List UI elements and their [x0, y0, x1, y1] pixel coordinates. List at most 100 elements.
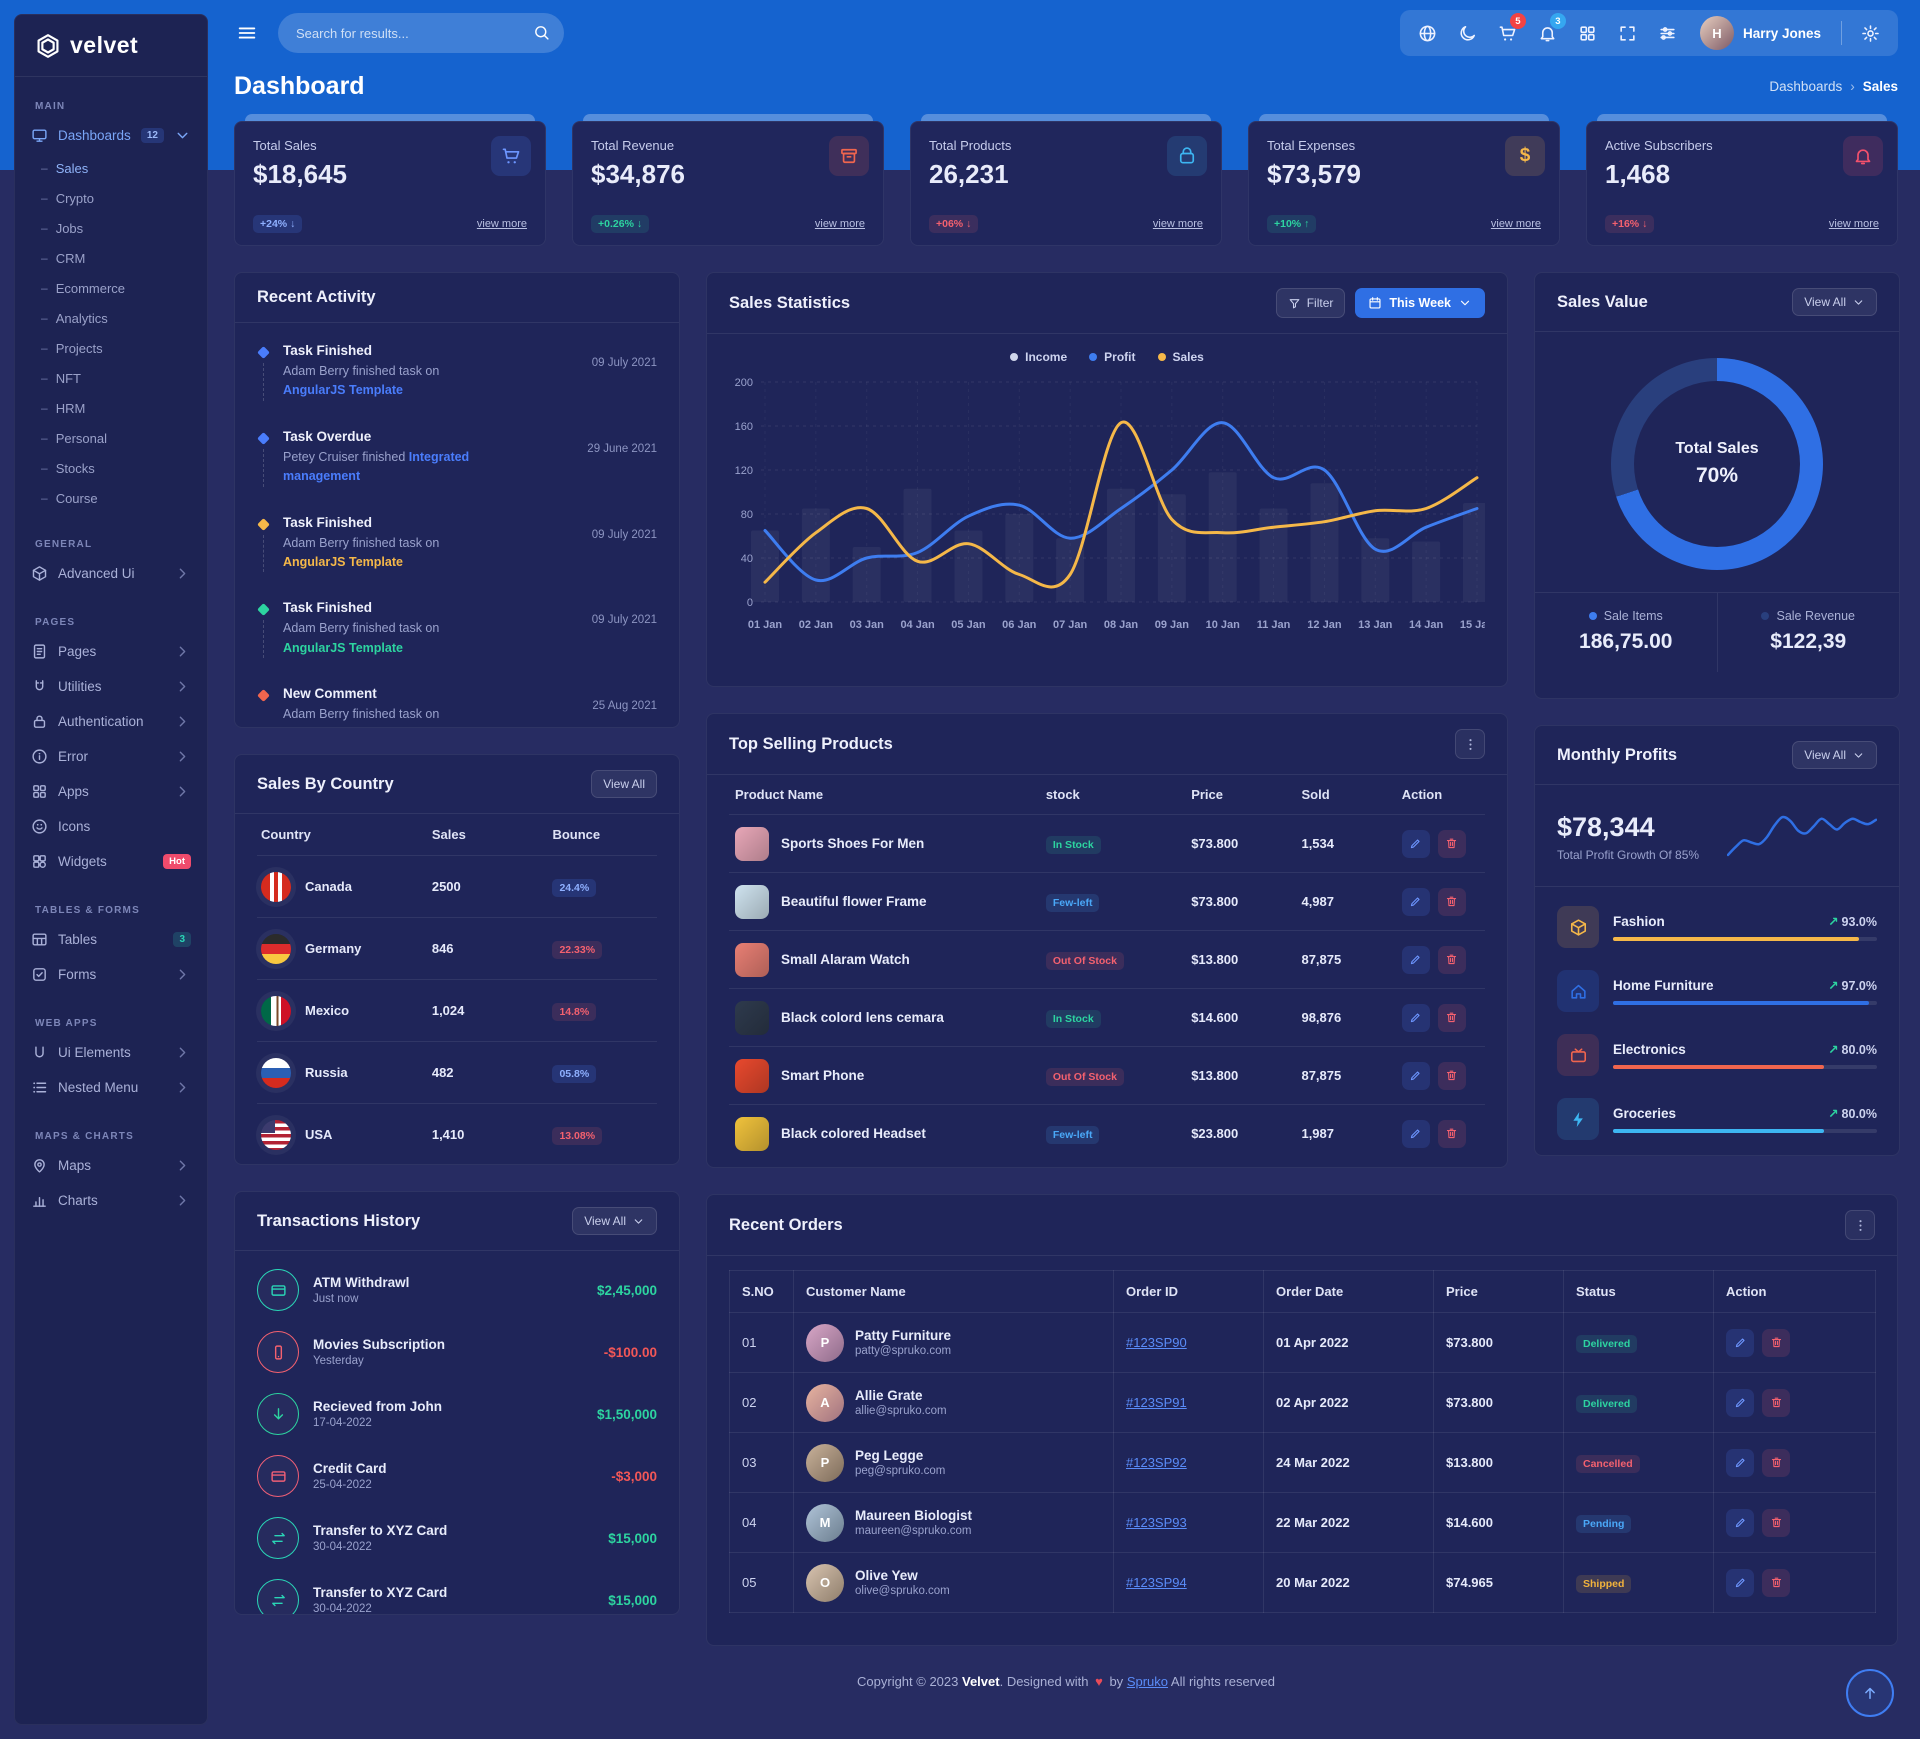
delete-button[interactable]: [1762, 1568, 1790, 1597]
order-id-link[interactable]: #123SP90: [1126, 1335, 1187, 1350]
delete-button[interactable]: [1437, 1119, 1466, 1148]
view-more-link[interactable]: view more: [1490, 218, 1541, 230]
sidebar-subitem-crm[interactable]: CRM: [15, 243, 207, 273]
edit-button[interactable]: [1401, 1003, 1430, 1032]
legend-item-profit[interactable]: Profit: [1089, 350, 1136, 364]
search-icon[interactable]: [533, 24, 550, 41]
country-cell: Mexico: [257, 979, 428, 1042]
spruko-link[interactable]: Spruko: [1126, 1674, 1169, 1689]
order-id-link[interactable]: #123SP92: [1126, 1455, 1187, 1470]
sidebar-item-widgets[interactable]: Widgets Hot: [15, 844, 207, 879]
delete-button[interactable]: [1762, 1448, 1790, 1477]
panel-menu-button[interactable]: [1845, 1210, 1875, 1240]
sidebar-item-dashboards[interactable]: Dashboards 12: [15, 118, 207, 153]
legend-item-sales[interactable]: Sales: [1157, 350, 1204, 364]
order-id-link[interactable]: #123SP93: [1126, 1515, 1187, 1530]
view-all-button[interactable]: View All: [1792, 741, 1877, 769]
sidebar-item-tables[interactable]: Tables 3: [15, 922, 207, 957]
sidebar-subitem-hrm[interactable]: HRM: [15, 393, 207, 423]
settings-button[interactable]: [1852, 15, 1888, 51]
edit-button[interactable]: [1401, 1061, 1430, 1090]
activity-link[interactable]: AngularJS Template: [283, 383, 403, 398]
transaction-item: ATM Withdrawl Just now $2,45,000: [257, 1259, 657, 1321]
view-all-button[interactable]: View All: [591, 770, 657, 798]
edit-button[interactable]: [1726, 1448, 1754, 1477]
sidebar-subitem-nft[interactable]: NFT: [15, 363, 207, 393]
activity-link[interactable]: Integrated management: [283, 449, 470, 484]
apps-button[interactable]: [1570, 15, 1606, 51]
cart-button[interactable]: 5: [1490, 13, 1526, 51]
donut-center-value: 70%: [1695, 464, 1739, 487]
view-all-button[interactable]: View All: [1792, 288, 1877, 316]
edit-button[interactable]: [1401, 829, 1430, 858]
breadcrumb-item[interactable]: Sales: [1862, 79, 1898, 94]
sidebar-subitem-course[interactable]: Course: [15, 483, 207, 513]
sidebar-subitem-personal[interactable]: Personal: [15, 423, 207, 453]
scroll-top-button[interactable]: [1846, 1669, 1894, 1717]
delete-button[interactable]: [1762, 1508, 1790, 1537]
edit-button[interactable]: [1401, 887, 1430, 916]
delete-button[interactable]: [1437, 829, 1466, 858]
view-more-link[interactable]: view more: [1152, 218, 1203, 230]
logo[interactable]: velvet: [15, 15, 207, 77]
sidebar-item-nested-menu[interactable]: Nested Menu: [15, 1070, 207, 1105]
search-input[interactable]: [278, 13, 564, 53]
sidebar-item-advanced-ui[interactable]: Advanced Ui: [15, 556, 207, 591]
dark-mode-button[interactable]: [1450, 15, 1486, 51]
sidebar-subitem-ecommerce[interactable]: Ecommerce: [15, 273, 207, 303]
delete-button[interactable]: [1437, 1061, 1466, 1090]
customer-email: maureen@spruko.com: [855, 1525, 972, 1537]
activity-link[interactable]: AngularJS Template: [283, 640, 403, 655]
delete-button[interactable]: [1437, 1003, 1466, 1032]
sidebar-subitem-stocks[interactable]: Stocks: [15, 453, 207, 483]
sidebar-subitem-crypto[interactable]: Crypto: [15, 183, 207, 213]
divider: [1841, 21, 1842, 45]
sidebar-item-icons[interactable]: Icons: [15, 809, 207, 844]
this-week-button[interactable]: This Week: [1355, 288, 1485, 318]
view-more-link[interactable]: view more: [814, 218, 865, 230]
order-id-link[interactable]: #123SP94: [1126, 1575, 1187, 1590]
bounce-cell: 13.08%: [548, 1103, 657, 1164]
edit-button[interactable]: [1401, 945, 1430, 974]
sidebar-item-pages[interactable]: Pages: [15, 634, 207, 669]
sidebar-subitem-analytics[interactable]: Analytics: [15, 303, 207, 333]
activity-link[interactable]: AngularJS Template: [283, 554, 403, 569]
sidebar-item-maps[interactable]: Maps: [15, 1148, 207, 1183]
edit-button[interactable]: [1726, 1568, 1754, 1597]
order-id-link[interactable]: #123SP91: [1126, 1395, 1187, 1410]
breadcrumb-item[interactable]: Dashboards: [1769, 79, 1843, 94]
activity-item: Task Finished Adam Berry finished task on…: [256, 600, 657, 686]
hamburger-menu-button[interactable]: [234, 20, 260, 46]
sidebar-subitem-sales[interactable]: Sales: [15, 153, 207, 183]
delete-button[interactable]: [1762, 1328, 1790, 1357]
sidebar-item-forms[interactable]: Forms: [15, 957, 207, 992]
delete-button[interactable]: [1437, 887, 1466, 916]
legend-item-income[interactable]: Income: [1010, 350, 1067, 364]
sidebar-item-apps[interactable]: Apps: [15, 774, 207, 809]
edit-button[interactable]: [1726, 1508, 1754, 1537]
sidebar-item-ui-elements[interactable]: Ui Elements: [15, 1035, 207, 1070]
view-more-link[interactable]: view more: [476, 218, 527, 230]
view-more-link[interactable]: view more: [1828, 218, 1879, 230]
edit-button[interactable]: [1401, 1119, 1430, 1148]
panel-menu-button[interactable]: [1455, 729, 1485, 759]
activity-description: Adam Berry finished task on AngularJS Te…: [283, 535, 440, 569]
filter-button[interactable]: Filter: [1275, 288, 1346, 318]
fullscreen-button[interactable]: [1610, 15, 1646, 51]
activity-link[interactable]: Project Management: [283, 726, 405, 727]
sidebar-subitem-projects[interactable]: Projects: [15, 333, 207, 363]
delete-button[interactable]: [1437, 945, 1466, 974]
notifications-button[interactable]: 3: [1530, 13, 1566, 51]
sidebar-subitem-jobs[interactable]: Jobs: [15, 213, 207, 243]
sidebar-item-charts[interactable]: Charts: [15, 1183, 207, 1218]
sidebar-item-authentication[interactable]: Authentication: [15, 704, 207, 739]
language-button[interactable]: [1410, 15, 1446, 51]
view-all-button[interactable]: View All: [572, 1207, 657, 1235]
delete-button[interactable]: [1762, 1388, 1790, 1417]
sidebar-item-utilities[interactable]: Utilities: [15, 669, 207, 704]
edit-button[interactable]: [1726, 1328, 1754, 1357]
user-menu[interactable]: H Harry Jones: [1690, 16, 1831, 50]
switcher-button[interactable]: [1650, 15, 1686, 51]
sidebar-item-error[interactable]: Error: [15, 739, 207, 774]
edit-button[interactable]: [1726, 1388, 1754, 1417]
